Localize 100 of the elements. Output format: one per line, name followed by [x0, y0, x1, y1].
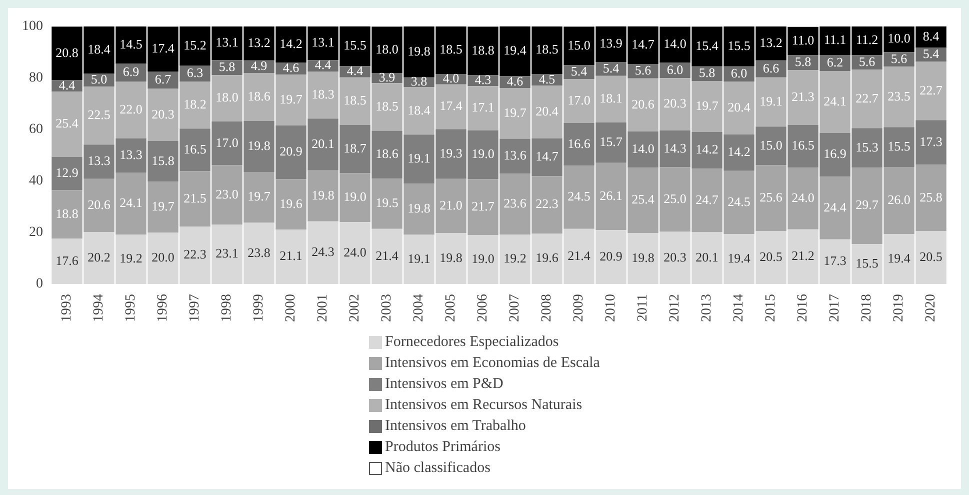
data-label: 6.7	[154, 72, 172, 87]
data-label: 19.6	[536, 250, 559, 266]
data-label: 6.9	[122, 64, 140, 80]
data-label: 14.2	[280, 36, 302, 51]
data-label: 20.4	[536, 103, 559, 118]
data-label: 20.8	[56, 44, 78, 60]
x-tick-label: 1995	[124, 294, 139, 322]
data-label: 21.2	[792, 248, 814, 264]
data-label: 18.2	[184, 96, 206, 112]
x-tick-label: 2014	[732, 294, 747, 322]
data-label: 19.8	[408, 200, 430, 216]
data-label: 13.2	[760, 34, 782, 50]
data-label: 6.3	[186, 65, 204, 80]
legend-label: Não classificados	[385, 459, 490, 478]
data-label: 5.6	[858, 54, 876, 69]
data-label: 19.7	[504, 104, 527, 120]
data-label: 14.3	[664, 140, 686, 156]
x-tick-label: 2020	[924, 294, 939, 322]
data-label: 19.1	[760, 93, 782, 108]
data-label: 20.3	[664, 96, 686, 111]
data-label: 18.0	[376, 41, 398, 56]
legend-label: Intensivos em Trabalho	[385, 417, 526, 436]
data-label: 20.5	[760, 249, 782, 264]
data-label: 21.1	[280, 248, 302, 264]
data-label: 16.5	[184, 141, 206, 156]
data-label: 24.0	[344, 244, 366, 260]
data-label: 4.5	[538, 71, 556, 86]
data-label: 20.4	[728, 99, 751, 114]
data-label: 23.0	[216, 186, 238, 202]
data-label: 13.3	[88, 153, 110, 168]
data-label: 5.6	[634, 62, 652, 78]
data-label: 18.4	[408, 102, 431, 118]
data-label: 14.7	[632, 36, 655, 52]
data-label: 6.0	[730, 65, 748, 80]
x-tick-label: 2015	[764, 294, 779, 322]
data-label: 4.9	[250, 58, 268, 74]
data-label: 21.4	[568, 248, 591, 263]
x-tick-label: 2005	[444, 294, 459, 322]
data-label: 5.4	[570, 64, 588, 79]
data-label: 11.0	[792, 32, 814, 48]
data-label: 22.5	[88, 107, 110, 122]
data-label: 22.0	[120, 101, 142, 116]
data-label: 20.2	[88, 249, 110, 264]
data-label: 19.2	[120, 250, 142, 266]
data-label: 19.4	[728, 250, 751, 266]
x-tick-label: 2006	[476, 294, 491, 322]
data-label: 24.3	[312, 244, 334, 260]
data-label: 23.6	[504, 196, 527, 211]
data-label: 18.3	[312, 86, 334, 102]
data-label: 19.8	[440, 250, 462, 265]
data-label: 15.5	[344, 38, 366, 53]
data-label: 6.6	[762, 60, 780, 76]
y-tick-label: 40	[29, 174, 43, 189]
x-tick-label: 2017	[828, 294, 843, 322]
data-label: 19.7	[280, 91, 303, 106]
data-label: 20.1	[312, 136, 334, 151]
y-tick-label: 100	[22, 19, 43, 34]
data-label: 19.0	[472, 250, 494, 266]
data-label: 15.8	[152, 152, 174, 168]
data-label: 4.4	[346, 63, 364, 78]
data-label: 5.8	[794, 54, 812, 70]
data-label: 19.7	[152, 198, 175, 214]
data-label: 13.1	[312, 34, 334, 50]
x-tick-label: 2010	[604, 294, 619, 322]
data-label: 6.2	[826, 54, 844, 70]
data-label: 19.6	[280, 196, 303, 211]
data-label: 10.0	[888, 30, 910, 46]
data-label: 14.0	[664, 36, 686, 52]
data-label: 21.4	[376, 248, 399, 263]
data-label: 19.8	[312, 187, 334, 202]
data-label: 17.4	[440, 98, 463, 114]
data-label: 17.3	[920, 134, 942, 149]
legend-label: Produtos Primários	[385, 438, 500, 457]
legend-label: Intensivos em P&D	[385, 375, 504, 394]
data-label: 19.2	[504, 250, 526, 266]
x-tick-label: 1996	[156, 294, 171, 322]
data-label: 24.1	[824, 93, 846, 108]
data-label: 15.4	[696, 38, 719, 53]
x-tick-label: 1998	[220, 294, 235, 322]
data-label: 11.2	[856, 32, 878, 48]
data-label: 19.0	[344, 189, 366, 204]
data-label: 15.0	[568, 37, 590, 52]
legend-label: Intensivos em Economias de Escala	[385, 354, 600, 373]
data-label: 18.5	[536, 42, 558, 57]
data-label: 20.9	[600, 248, 622, 264]
data-label: 17.6	[56, 252, 79, 268]
x-tick-label: 2013	[700, 294, 715, 322]
data-label: 20.6	[88, 196, 111, 212]
data-label: 8.4	[922, 28, 940, 44]
data-label: 16.5	[792, 138, 814, 153]
x-tick-label: 2008	[540, 294, 555, 322]
data-label: 5.0	[90, 72, 108, 87]
data-label: 15.5	[888, 138, 910, 154]
data-label: 14.5	[120, 36, 142, 52]
data-label: 19.7	[248, 188, 271, 204]
x-tick-label: 2019	[892, 294, 907, 322]
data-label: 15.7	[600, 134, 623, 150]
legend-label: Fornecedores Especializados	[385, 333, 559, 352]
data-label: 4.3	[474, 72, 492, 88]
data-label: 21.0	[440, 197, 462, 212]
